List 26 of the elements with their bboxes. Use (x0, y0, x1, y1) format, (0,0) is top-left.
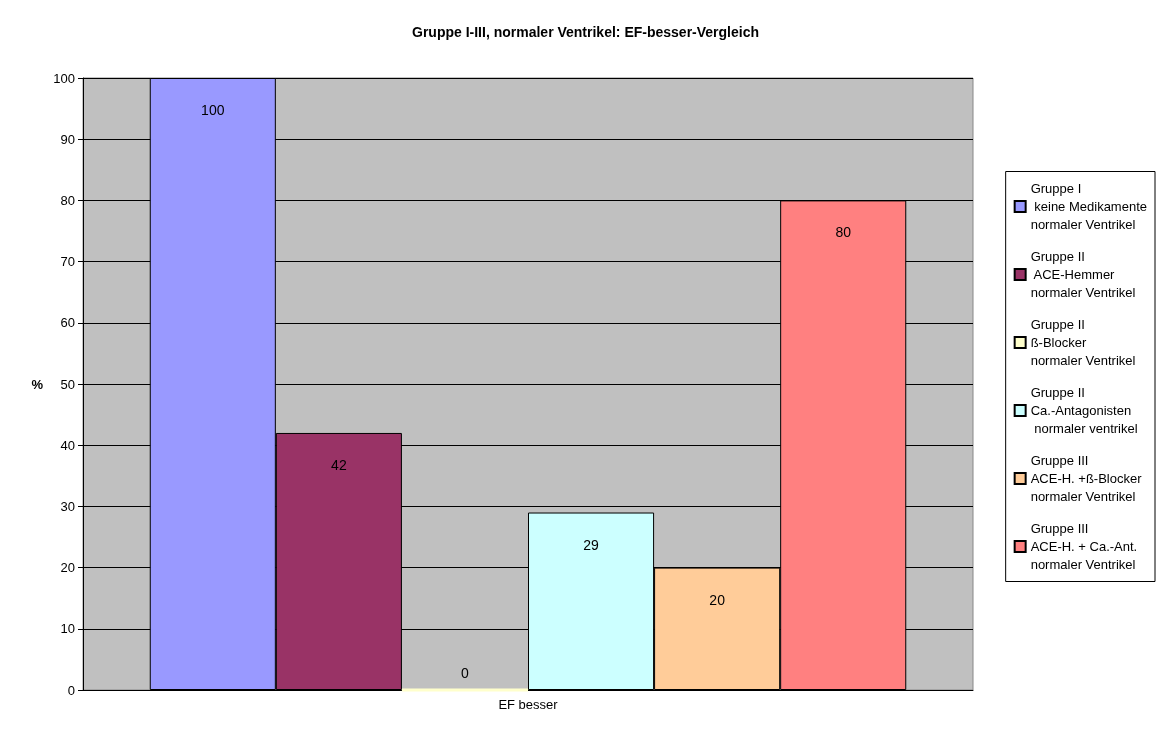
y-tick-label: 60 (60, 315, 75, 331)
legend-label: Gruppe III ACE-H. + Ca.-Ant. normaler Ventrikel (1030, 521, 1138, 572)
y-tick-label: 100 (53, 70, 75, 86)
y-tick-label: 30 (60, 498, 75, 514)
legend-label: Gruppe I keine Medikamente normaler Ventrikel (1030, 181, 1147, 232)
data-label: 0 (461, 664, 470, 681)
y-tick-label: 0 (67, 682, 75, 698)
chart-title: Gruppe I-III, normaler Ventrikel: EF-besser-Vergleich (412, 24, 759, 40)
y-tick-label: 80 (60, 192, 75, 208)
data-label: 80 (835, 224, 852, 241)
data-label: 20 (709, 591, 726, 608)
y-tick-label: 20 (60, 560, 75, 576)
y-axis-title: % (31, 376, 44, 392)
legend-label: Gruppe II Ca.-Antagonisten normaler ventrikel (1030, 385, 1138, 436)
y-tick-label: 90 (60, 131, 75, 147)
y-tick-label: 50 (60, 376, 75, 392)
x-tick-label: EF besser (498, 697, 559, 712)
legend-label: Gruppe III ACE-H. +ß-Blocker normaler Ventrikel (1030, 453, 1143, 504)
data-label: 100 (201, 102, 225, 118)
y-tick-label: 10 (60, 621, 75, 637)
data-label: 29 (583, 536, 600, 553)
legend-label: Gruppe II ACE-Hemmer normaler Ventrikel (1030, 249, 1136, 300)
y-tick-label: 70 (60, 254, 75, 270)
data-label: 42 (331, 456, 347, 473)
legend-label: Gruppe II ß-Blocker normaler Ventrikel (1030, 317, 1136, 368)
y-tick-label: 40 (60, 437, 75, 453)
